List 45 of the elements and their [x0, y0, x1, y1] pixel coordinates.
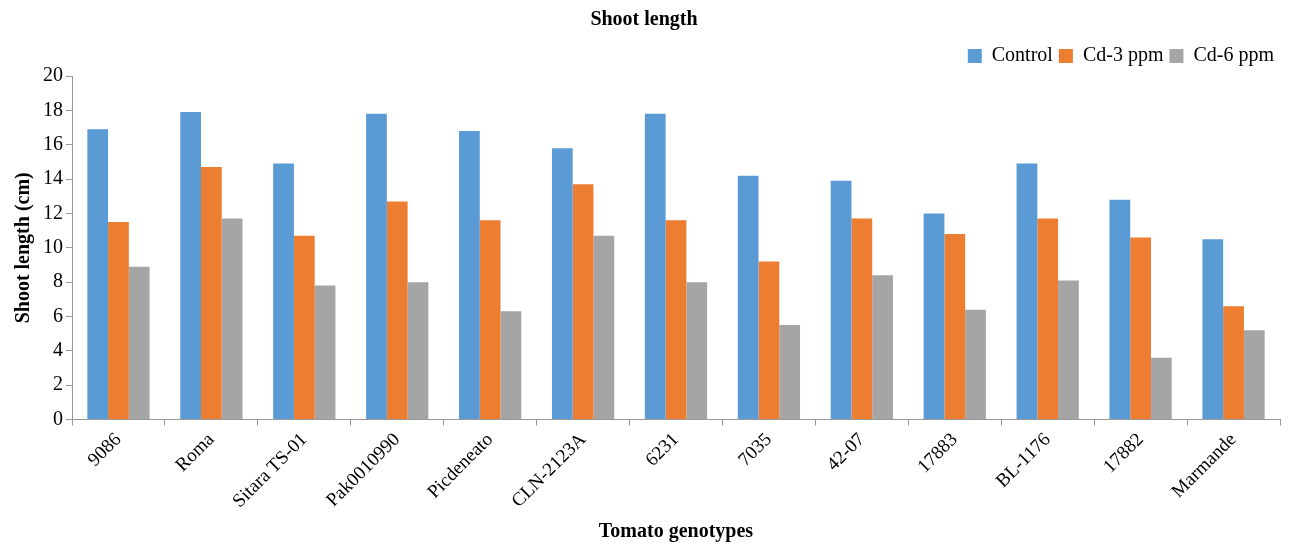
- y-tick-label: 6: [53, 303, 63, 326]
- y-tick-label: 2: [53, 372, 63, 395]
- bar: [87, 129, 109, 420]
- bar: [830, 180, 852, 420]
- bar: [1202, 239, 1224, 420]
- bar: [665, 220, 687, 420]
- y-tick-label: 8: [53, 269, 63, 292]
- bar: [386, 201, 408, 420]
- bar: [1016, 163, 1038, 420]
- bar: [944, 234, 966, 420]
- bar: [737, 175, 759, 420]
- bar: [293, 235, 315, 420]
- y-tick-label: 4: [53, 338, 63, 361]
- y-tick-label: 20: [43, 63, 63, 86]
- bar: [459, 130, 480, 420]
- bar: [108, 222, 129, 420]
- bar: [851, 218, 873, 420]
- y-tick-label: 14: [43, 166, 63, 189]
- y-tick-label: 18: [43, 97, 63, 120]
- y-tick-label: 10: [43, 235, 63, 258]
- x-tick-label: 7035: [733, 428, 776, 470]
- bar: [201, 167, 222, 420]
- bar: [551, 148, 573, 420]
- legend-label: Control: [991, 43, 1054, 66]
- bar: [273, 163, 294, 420]
- y-tick-label: 16: [43, 131, 63, 154]
- bar: [572, 184, 594, 420]
- bar: [1037, 218, 1059, 420]
- y-axis-title: Shoot length (cm): [11, 172, 35, 324]
- bar: [479, 220, 501, 420]
- bar: [1223, 306, 1244, 420]
- bar: [366, 113, 387, 420]
- x-axis-title: Tomato genotypes: [598, 519, 754, 543]
- x-tick-label: 6231: [640, 428, 683, 470]
- y-tick-label: 12: [43, 200, 63, 223]
- chart-title: Shoot length: [590, 7, 698, 31]
- bar: [923, 213, 945, 420]
- legend-label: Cd-3 ppm: [1082, 43, 1164, 67]
- bar: [758, 261, 780, 420]
- bar: [644, 113, 666, 420]
- bar: [1109, 199, 1131, 420]
- bar: [1130, 237, 1151, 420]
- legend-label: Cd-6 ppm: [1193, 43, 1275, 67]
- y-tick-label: 0: [53, 406, 63, 429]
- bar: [180, 112, 202, 420]
